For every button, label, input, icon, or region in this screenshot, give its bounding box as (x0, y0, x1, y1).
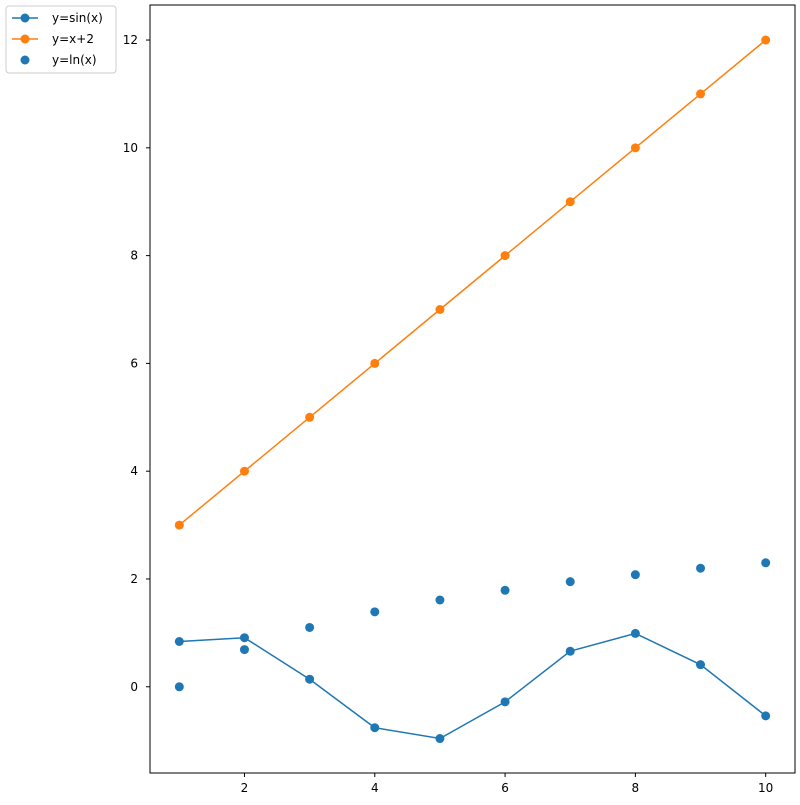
data-point (370, 723, 380, 733)
y-tick-label: 6 (130, 356, 138, 370)
axis-layer: 2 4 6 8 10 0 2 4 6 8 10 12 (123, 33, 774, 795)
data-point (696, 660, 706, 670)
x-tick-label: 4 (371, 781, 379, 795)
data-point (630, 570, 640, 580)
legend-box (5, 5, 117, 74)
plot-frame (149, 4, 796, 774)
legend-marker (20, 34, 30, 44)
data-point (370, 607, 380, 617)
legend: y=sin(x) y=x+2 y=ln(x) (5, 5, 117, 74)
series-1 (174, 35, 771, 530)
legend-marker (20, 55, 30, 65)
legend-label: y=ln(x) (52, 53, 97, 67)
data-point (239, 633, 249, 643)
data-point (305, 622, 315, 632)
series-0 (174, 628, 771, 744)
data-point (239, 645, 249, 655)
data-point (696, 89, 706, 99)
data-point (696, 563, 706, 573)
y-tick-label: 10 (123, 141, 138, 155)
data-point (305, 412, 315, 422)
x-tick-label: 2 (241, 781, 249, 795)
data-point (174, 682, 184, 692)
data-point (174, 636, 184, 646)
data-point (500, 697, 510, 707)
legend-item-0: y=sin(x) (12, 11, 103, 25)
legend-label: y=sin(x) (52, 11, 103, 25)
y-tick-label: 2 (130, 572, 138, 586)
data-point (435, 595, 445, 605)
y-tick-label: 4 (130, 464, 138, 478)
legend-item-2: y=ln(x) (20, 53, 97, 67)
data-point (565, 577, 575, 587)
data-point (500, 585, 510, 595)
data-point (630, 628, 640, 638)
legend-item-1: y=x+2 (12, 32, 94, 46)
data-point (761, 558, 771, 568)
y-tick-label: 0 (130, 680, 138, 694)
y-tick-label: 12 (123, 33, 138, 47)
y-tick-label: 8 (130, 249, 138, 263)
legend-label: y=x+2 (52, 32, 94, 46)
data-point (761, 35, 771, 45)
data-point (370, 358, 380, 368)
data-point (565, 646, 575, 656)
data-point (630, 143, 640, 153)
data-point (565, 197, 575, 207)
series-line (178, 39, 767, 526)
data-point (435, 305, 445, 315)
x-tick-label: 8 (632, 781, 640, 795)
legend-marker (20, 13, 30, 23)
x-tick-label: 10 (758, 781, 773, 795)
series-line (179, 632, 767, 740)
data-point (305, 674, 315, 684)
x-tick-label: 6 (501, 781, 509, 795)
data-point (761, 711, 771, 721)
data-point (174, 520, 184, 530)
data-point (435, 734, 445, 744)
data-point (239, 466, 249, 476)
series-2 (174, 558, 771, 692)
data-point (500, 251, 510, 261)
series-layer (174, 35, 771, 744)
